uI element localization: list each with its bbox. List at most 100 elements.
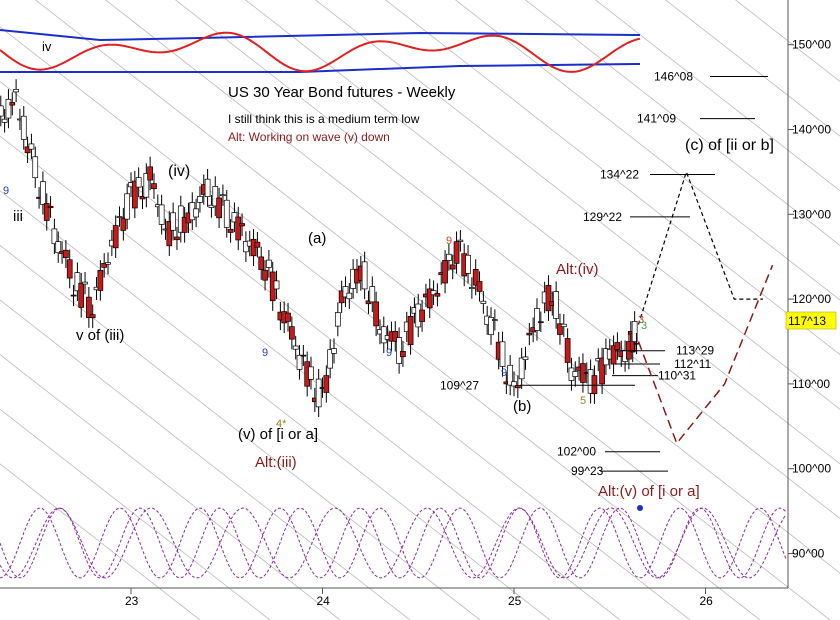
candle-body bbox=[239, 223, 245, 227]
candle-body bbox=[28, 143, 35, 150]
channel-line bbox=[0, 26, 761, 620]
candle-body bbox=[197, 196, 203, 203]
wave-label: (iv) bbox=[168, 163, 190, 180]
candle-body bbox=[296, 354, 303, 370]
candle-body bbox=[499, 341, 506, 367]
candle-body bbox=[112, 225, 119, 249]
candle-body bbox=[300, 354, 307, 357]
candle-body bbox=[262, 269, 268, 281]
candle-body bbox=[43, 203, 50, 221]
candle-body bbox=[507, 364, 514, 386]
y-tick-label: 150^00 bbox=[792, 38, 831, 52]
wave-label: (v) of [i or a] bbox=[238, 426, 318, 443]
candle-body bbox=[373, 301, 379, 327]
candle-body bbox=[1, 118, 8, 123]
candle-body bbox=[181, 216, 188, 233]
candle-body bbox=[400, 351, 406, 358]
candle-body bbox=[285, 312, 291, 322]
candle-body bbox=[158, 204, 165, 225]
candle-body bbox=[453, 241, 460, 264]
candle-body bbox=[82, 281, 88, 285]
count-label: 3 bbox=[641, 320, 647, 332]
candle-body bbox=[480, 300, 487, 304]
candle-body bbox=[63, 249, 69, 259]
candle-body bbox=[74, 272, 81, 292]
candle-body bbox=[434, 293, 441, 297]
oscillator-line bbox=[0, 31, 641, 73]
wave-label: iv bbox=[42, 39, 52, 54]
y-tick-label: 110^00 bbox=[792, 377, 830, 391]
wave-label: Alt:(v) of [i or a] bbox=[598, 483, 700, 500]
candle-body bbox=[457, 239, 464, 242]
candle-body bbox=[78, 282, 85, 308]
axes: 90^00 100^00 110^00 120^00 130^00 140^00 150^0… bbox=[0, 0, 831, 608]
candle-body bbox=[208, 204, 215, 208]
candle-body bbox=[469, 287, 475, 289]
candle-body bbox=[235, 216, 242, 241]
count-label: 5 bbox=[580, 395, 586, 407]
channel-line bbox=[104, 0, 840, 574]
candle-body bbox=[220, 194, 226, 197]
candle-body bbox=[258, 256, 265, 271]
wave-label: (b) bbox=[513, 398, 531, 415]
chart-title: US 30 Year Bond futures - Weekly bbox=[228, 84, 456, 101]
channel-line bbox=[0, 463, 201, 620]
candle-body bbox=[323, 375, 330, 393]
level-label: 129^22 bbox=[583, 210, 622, 224]
candle-body bbox=[139, 195, 146, 200]
candle-body bbox=[369, 286, 376, 303]
candle-body bbox=[492, 319, 498, 321]
x-tick-label: 23 bbox=[125, 594, 139, 608]
candle-body bbox=[442, 260, 448, 284]
candle-body bbox=[86, 296, 92, 318]
candle-body bbox=[13, 89, 19, 93]
candle-body bbox=[365, 300, 372, 305]
count-label: 9 bbox=[3, 185, 9, 197]
cycle-marker bbox=[637, 505, 643, 511]
y-tick-label: 90^00 bbox=[792, 547, 825, 561]
channel-line bbox=[594, 0, 840, 192]
candle-body bbox=[105, 262, 111, 265]
note-1: I still think this is a medium term low bbox=[228, 112, 420, 126]
candle-body bbox=[101, 262, 108, 268]
level-label: 112^11 bbox=[674, 357, 712, 371]
candle-body bbox=[315, 378, 322, 408]
candle-body bbox=[20, 115, 27, 140]
level-label: 113^29 bbox=[676, 344, 714, 358]
candle-body bbox=[331, 348, 337, 354]
wave-label: (a) bbox=[308, 230, 326, 247]
candle-body bbox=[591, 375, 598, 395]
count-label: 9 bbox=[501, 367, 507, 379]
candle-body bbox=[273, 280, 280, 290]
candle-body bbox=[392, 331, 399, 342]
candle-body bbox=[55, 241, 62, 254]
candle-body bbox=[488, 317, 494, 336]
candle-body bbox=[361, 261, 368, 290]
channel-line bbox=[664, 0, 840, 137]
candle-body bbox=[97, 270, 104, 291]
cycle-waves bbox=[0, 505, 787, 579]
candle-body bbox=[449, 264, 456, 270]
candle-body bbox=[560, 323, 567, 327]
candle-body bbox=[572, 371, 579, 377]
candle-body bbox=[32, 156, 39, 179]
cycle-wave-2 bbox=[0, 507, 787, 579]
candle-body bbox=[124, 193, 131, 220]
candle-body bbox=[537, 321, 544, 324]
candle-body bbox=[522, 356, 529, 361]
alt-projection bbox=[637, 264, 774, 445]
channel-line bbox=[524, 0, 840, 246]
candle-body bbox=[135, 177, 142, 188]
count-label: 4* bbox=[276, 418, 287, 430]
candle-body bbox=[70, 294, 77, 297]
note-2: Alt: Working on wave (v) down bbox=[228, 130, 390, 144]
candle-body bbox=[193, 208, 199, 218]
x-tick-label: 25 bbox=[508, 594, 522, 608]
candle-body bbox=[599, 357, 605, 385]
candle-body bbox=[514, 385, 521, 389]
candle-body bbox=[342, 286, 349, 298]
wave-label: (c) of [ii or b] bbox=[685, 137, 774, 154]
candle-body bbox=[66, 259, 73, 279]
candle-body bbox=[51, 228, 58, 245]
